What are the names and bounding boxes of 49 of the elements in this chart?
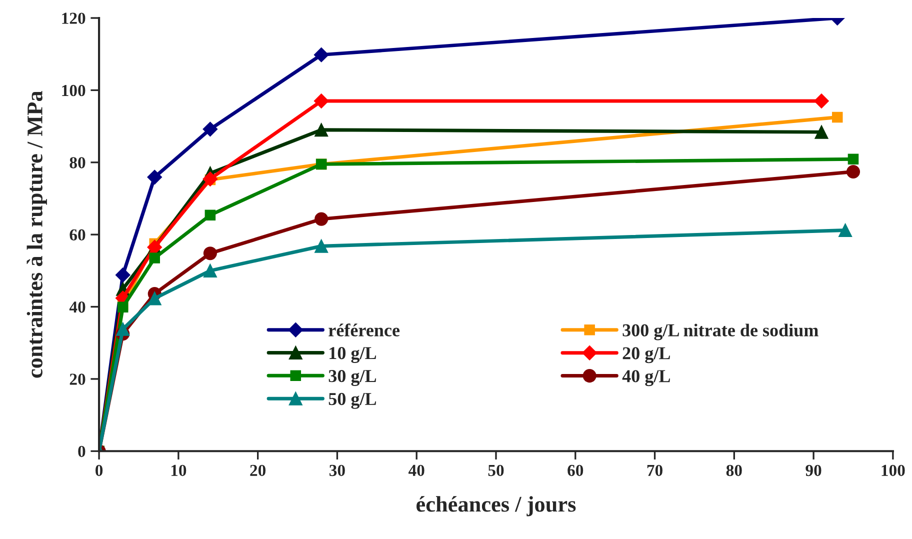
point bbox=[203, 264, 217, 278]
point bbox=[314, 123, 328, 137]
point bbox=[314, 212, 328, 226]
y-axis-title: contraintes à la rupture / MPa bbox=[26, 90, 47, 378]
y-tick-label: 100 bbox=[62, 84, 86, 96]
legend-label: 40 g/L bbox=[622, 370, 670, 386]
point bbox=[846, 165, 860, 179]
legend-label: 20 g/L bbox=[622, 347, 670, 364]
point bbox=[838, 223, 852, 238]
point bbox=[314, 239, 328, 253]
y-tick-label: 20 bbox=[70, 374, 86, 385]
point bbox=[314, 94, 329, 108]
x-tick-label: 0 bbox=[96, 464, 103, 476]
legend-label: 10 g/L bbox=[330, 347, 376, 364]
x-tick-label: 30 bbox=[330, 464, 345, 476]
point bbox=[117, 302, 128, 313]
y-tick-label: 0 bbox=[78, 446, 86, 458]
y-tick-label: 80 bbox=[70, 157, 86, 168]
x-axis-title: échéances / jours bbox=[416, 496, 576, 516]
point bbox=[203, 246, 217, 260]
x-tick-label: 10 bbox=[171, 464, 186, 476]
legend-label: 300 g/L nitrate de sodium bbox=[622, 324, 818, 340]
y-tick-label: 60 bbox=[70, 229, 86, 241]
x-tick-label: 60 bbox=[568, 464, 584, 476]
x-tick-label: 80 bbox=[726, 464, 742, 476]
point bbox=[149, 252, 160, 264]
x-tick-label: 40 bbox=[408, 464, 424, 476]
point bbox=[202, 172, 218, 186]
point bbox=[832, 112, 843, 123]
point bbox=[814, 125, 828, 139]
point bbox=[848, 154, 859, 165]
x-tick-label: 70 bbox=[647, 464, 662, 476]
point bbox=[314, 47, 329, 62]
x-tick-label: 20 bbox=[250, 464, 266, 476]
x-tick-label: 90 bbox=[806, 464, 822, 476]
legend-label: 50 g/L bbox=[328, 392, 376, 409]
x-tick-label: 50 bbox=[488, 464, 504, 476]
point bbox=[116, 322, 130, 336]
legend-label: référence bbox=[328, 324, 400, 336]
point bbox=[202, 122, 218, 137]
legend-label: 30 g/L bbox=[328, 370, 376, 386]
point bbox=[147, 170, 162, 185]
point bbox=[115, 268, 130, 282]
y-tick-label: 40 bbox=[69, 301, 86, 313]
x-tick-label: 100 bbox=[882, 464, 905, 476]
y-tick-label: 120 bbox=[62, 12, 86, 24]
point bbox=[204, 210, 216, 220]
point bbox=[814, 94, 829, 108]
point bbox=[148, 292, 162, 306]
